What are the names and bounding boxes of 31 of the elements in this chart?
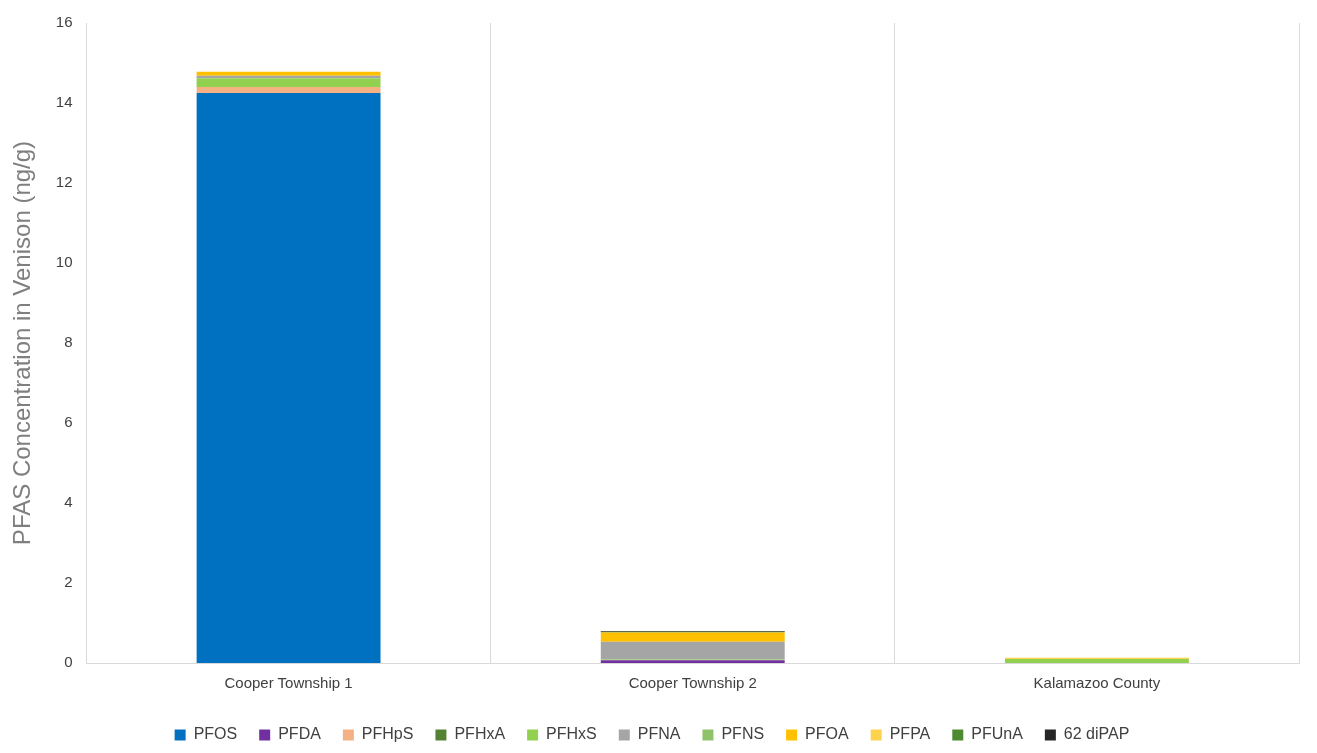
bar [196, 87, 381, 93]
y-tick-label: 8 [64, 333, 73, 351]
bar [600, 641, 785, 660]
legend-label: PFDA [278, 725, 322, 743]
legend-label: PFHxS [546, 725, 597, 743]
y-axis-title: PFAS Concentration in Venison (ng/g) [8, 140, 36, 546]
legend-label: PFOS [193, 725, 238, 743]
y-tick-label: 0 [64, 653, 73, 671]
y-tick-label: 14 [55, 93, 73, 111]
bar [1004, 659, 1189, 663]
legend-label: 62 diPAP [1063, 725, 1130, 743]
y-tick-label: 10 [55, 253, 73, 271]
bar [196, 78, 381, 87]
legend-label: PFHpS [361, 725, 414, 743]
y-tick-label: 16 [55, 13, 73, 31]
x-tick-label: Cooper Township 2 [628, 674, 757, 692]
y-tick-label: 4 [64, 493, 73, 511]
bar [196, 93, 381, 663]
y-tick-label: 6 [64, 413, 73, 431]
x-tick-label: Kalamazoo County [1033, 674, 1161, 692]
legend-label: PFHxA [454, 725, 506, 743]
legend-label: PFNS [721, 725, 765, 743]
legend-label: PFUnA [971, 725, 1024, 743]
legend-label: PFOA [805, 725, 850, 743]
legend-label: PFPA [889, 725, 931, 743]
bar [600, 632, 785, 642]
x-tick-label: Cooper Township 1 [224, 674, 353, 692]
bar [196, 71, 381, 76]
legend-label: PFNA [637, 725, 681, 743]
y-tick-label: 12 [55, 173, 73, 191]
y-tick-label: 2 [64, 573, 73, 591]
